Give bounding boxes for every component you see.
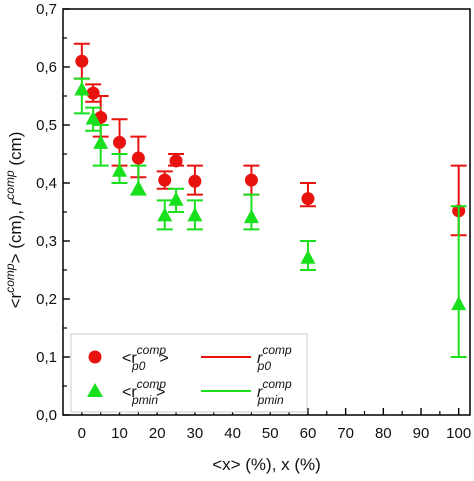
data-point-triangle	[168, 191, 184, 206]
legend-box	[70, 333, 308, 413]
data-point-circle	[113, 135, 127, 149]
y-tick-label: 0,7	[36, 1, 57, 18]
data-point-triangle	[243, 209, 259, 224]
legend-line-label: rcomp pmin	[257, 377, 292, 407]
x-tick-label: 10	[111, 425, 128, 442]
chart-legend: <rcomp p0 > rcomp p0 <rcomp pmin> rcomp pmin	[70, 333, 308, 413]
y-tick-label: 0,0	[36, 407, 57, 424]
x-tick-label: 60	[300, 425, 317, 442]
x-tick-label: 70	[337, 425, 354, 442]
data-point-circle	[188, 174, 202, 188]
series-pmin	[73, 77, 467, 358]
data-point-circle	[131, 151, 145, 165]
x-tick-label: 20	[149, 425, 166, 442]
x-axis-ticks: 0 10 20 30 40 50 60 70 80 90 100	[78, 408, 471, 442]
data-point-triangle	[85, 110, 101, 125]
legend-item-pmin: <rcomp pmin> rcomp pmin	[87, 377, 292, 407]
legend-item-p0: <rcomp p0 > rcomp p0	[88, 343, 292, 373]
data-point-circle	[75, 54, 89, 68]
data-point-triangle	[112, 162, 128, 177]
x-tick-label: 100	[446, 425, 471, 442]
y-tick-label: 0,5	[36, 117, 57, 134]
y-axis-title: <rcomp> (cm), rcomp (cm)	[3, 132, 25, 309]
x-tick-label: 30	[187, 425, 204, 442]
data-point-circle	[158, 173, 172, 187]
legend-line-label: rcomp p0	[257, 343, 292, 373]
legend-marker	[88, 350, 102, 364]
x-tick-label: 0	[78, 425, 86, 442]
y-tick-label: 0,6	[36, 59, 57, 76]
legend-label: <rcomp pmin>	[122, 377, 166, 407]
data-point-triangle	[157, 207, 173, 222]
data-point-circle	[301, 192, 315, 206]
legend-marker	[87, 383, 103, 397]
y-tick-label: 0,3	[36, 233, 57, 250]
data-point-circle	[86, 86, 100, 100]
x-tick-label: 40	[224, 425, 241, 442]
data-point-circle	[244, 173, 258, 187]
x-tick-label: 90	[413, 425, 430, 442]
legend-label: <rcomp p0 >	[122, 343, 169, 373]
x-tick-label: 80	[375, 425, 392, 442]
data-point-triangle	[300, 249, 316, 264]
y-tick-label: 0,4	[36, 175, 57, 192]
data-point-triangle	[93, 134, 109, 149]
y-tick-label: 0,1	[36, 349, 57, 366]
data-point-triangle	[74, 81, 90, 96]
y-tick-label: 0,2	[36, 291, 57, 308]
data-point-triangle	[451, 296, 467, 311]
x-tick-label: 50	[262, 425, 279, 442]
plot-area-frame	[62, 8, 471, 416]
data-series	[73, 42, 467, 358]
data-point-circle	[169, 154, 183, 168]
series-p0	[73, 42, 467, 237]
y-axis-ticks: 0,0 0,1 0,2 0,3 0,4 0,5 0,6 0,7	[36, 1, 70, 424]
x-axis-title: <x> (%), x (%)	[212, 455, 321, 474]
data-point-triangle	[187, 207, 203, 222]
data-point-triangle	[130, 180, 146, 195]
